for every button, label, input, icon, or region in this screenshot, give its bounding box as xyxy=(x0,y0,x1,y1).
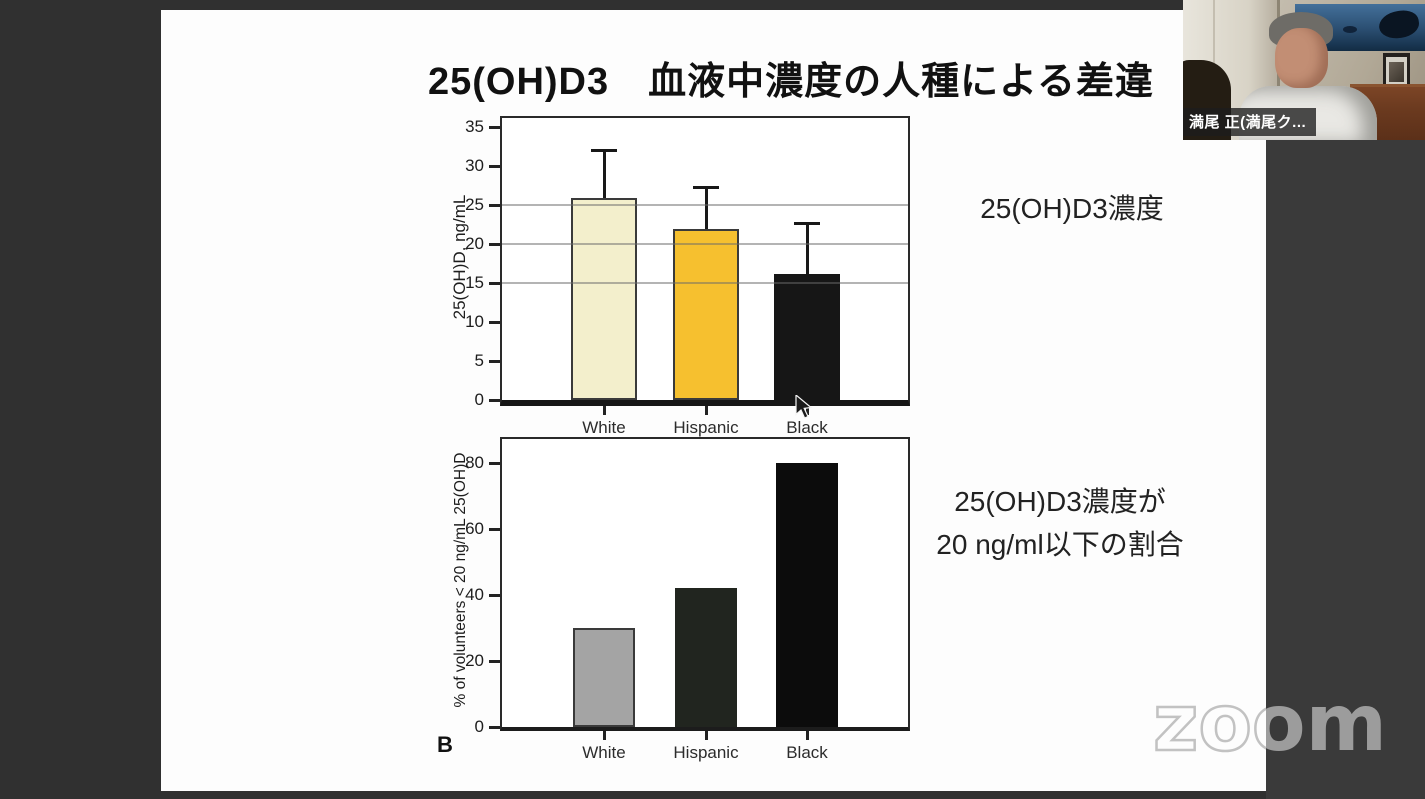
webcam-video-tile[interactable]: 満尾 正(満尾ク... xyxy=(1183,0,1425,140)
y-tick-mark xyxy=(489,462,500,465)
y-tick-mark xyxy=(489,204,500,207)
category-label-black: Black xyxy=(786,418,828,437)
category-label-white: White xyxy=(582,418,626,437)
y-tick-label: 20 xyxy=(465,234,484,253)
y-tick-mark xyxy=(489,126,500,129)
x-tick-mark xyxy=(603,731,606,740)
error-bar-cap-white xyxy=(591,149,617,153)
bar-white xyxy=(573,628,635,727)
error-bar-hispanic xyxy=(704,187,708,230)
panel-b-label: B xyxy=(437,732,453,757)
y-tick-mark xyxy=(489,399,500,402)
y-tick-label: 60 xyxy=(465,519,484,538)
error-bar-cap-black xyxy=(794,221,820,225)
error-bar-cap-hispanic xyxy=(693,186,719,190)
y-tick-mark xyxy=(489,726,500,729)
annotation-percent-below: 25(OH)D3濃度が 20 ng/ml以下の割合 xyxy=(890,480,1230,566)
bar-hispanic xyxy=(673,229,739,400)
y-tick-mark xyxy=(489,165,500,168)
y-tick-label: 35 xyxy=(465,117,484,136)
bar-black xyxy=(774,274,840,400)
y-tick-label: 15 xyxy=(465,273,484,292)
y-tick-label: 80 xyxy=(465,453,484,472)
y-tick-mark xyxy=(489,321,500,324)
gridline-20 xyxy=(502,243,908,245)
slide-title: 25(OH)D3 血液中濃度の人種による差違 xyxy=(427,61,1154,103)
mouse-cursor xyxy=(795,395,813,419)
chart-bottom-y-axis-label: % of volunteers < 20 ng/mL 25(OH)D xyxy=(452,452,469,708)
bar-hispanic xyxy=(675,588,737,727)
x-tick-mark xyxy=(705,731,708,740)
annotation-percent-line1: 25(OH)D3濃度が xyxy=(954,486,1166,517)
shared-slide: 25(OH)D3 血液中濃度の人種による差違 0 5 10 15 20 25 30 35 Whi… xyxy=(161,10,1266,791)
y-tick-label: 5 xyxy=(474,351,484,370)
error-bar-black xyxy=(805,222,809,275)
y-tick-label: 10 xyxy=(465,312,484,331)
y-tick-label: 40 xyxy=(465,585,484,604)
x-tick-mark xyxy=(603,406,606,415)
y-tick-mark xyxy=(489,528,500,531)
gridline-25 xyxy=(502,204,908,206)
category-label-hispanic: Hispanic xyxy=(673,743,739,762)
annotation-concentration: 25(OH)D3濃度 xyxy=(980,193,1164,224)
y-tick-mark xyxy=(489,243,500,246)
y-tick-mark xyxy=(489,594,500,597)
gridline-15 xyxy=(502,282,908,284)
y-tick-label: 20 xyxy=(465,651,484,670)
x-tick-mark xyxy=(806,731,809,740)
participant-name-label: 満尾 正(満尾ク... xyxy=(1183,108,1317,136)
x-tick-mark xyxy=(705,406,708,415)
annotation-percent-line2: 20 ng/ml以下の割合 xyxy=(936,529,1184,560)
y-tick-mark xyxy=(489,360,500,363)
y-tick-label: 0 xyxy=(474,717,484,736)
x-tick-mark xyxy=(806,406,809,415)
painting-fish-shape xyxy=(1377,8,1421,41)
category-label-white: White xyxy=(582,743,626,762)
category-label-black: Black xyxy=(786,743,828,762)
category-label-hispanic: Hispanic xyxy=(673,418,739,437)
chart-25ohd-concentration: 0 5 10 15 20 25 30 35 White Hispanic Black xyxy=(465,116,910,437)
bar-black xyxy=(776,463,838,727)
bar-white xyxy=(571,197,637,400)
painting-small-shape xyxy=(1343,26,1357,33)
y-tick-label: 25 xyxy=(465,195,484,214)
y-tick-mark xyxy=(489,660,500,663)
y-tick-label: 0 xyxy=(474,390,484,409)
y-tick-mark xyxy=(489,282,500,285)
error-bar-white xyxy=(602,150,606,198)
participant-face xyxy=(1275,28,1328,88)
picture-frame-art xyxy=(1389,62,1404,82)
y-tick-label: 30 xyxy=(465,156,484,175)
chart-top-y-axis-label: 25(OH)D, ng/mL xyxy=(450,194,469,320)
chart-percent-below-20: 0 20 40 60 80 White Hispanic Black xyxy=(465,437,910,762)
